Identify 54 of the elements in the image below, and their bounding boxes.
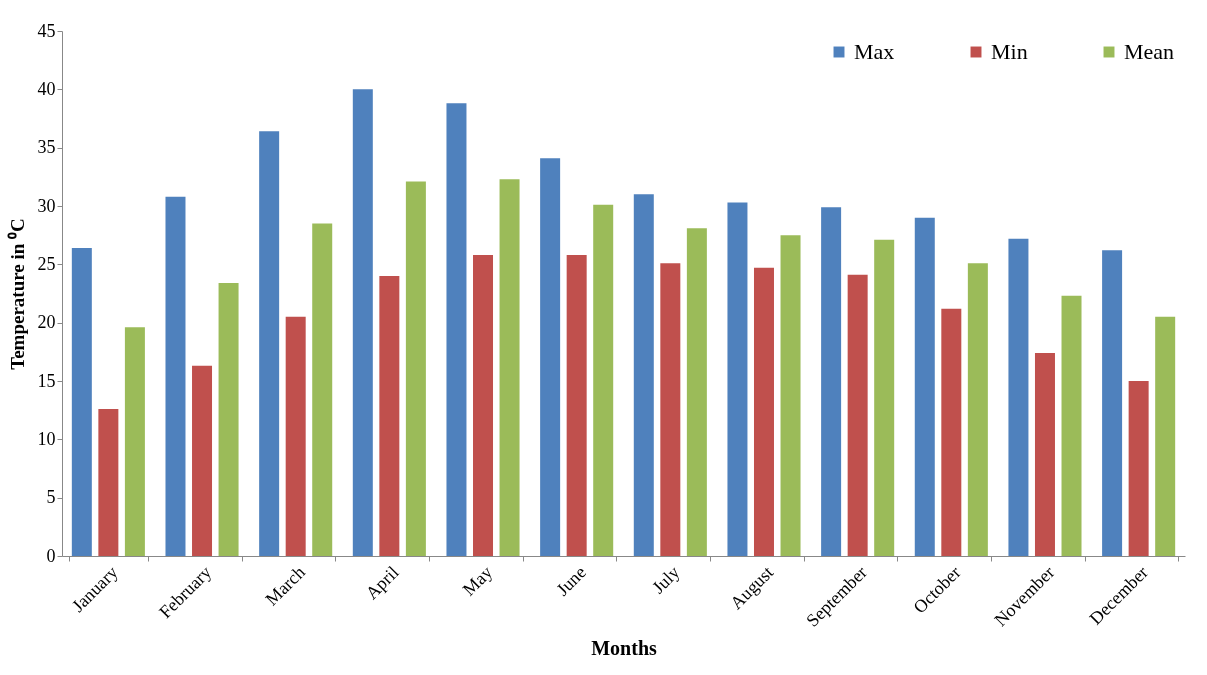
bar bbox=[218, 283, 239, 556]
bar bbox=[1061, 295, 1082, 556]
legend-label: Mean bbox=[1124, 39, 1175, 64]
x-tick-label: May bbox=[458, 562, 497, 600]
bar bbox=[352, 89, 373, 556]
bar bbox=[259, 131, 280, 556]
bar bbox=[753, 267, 774, 556]
bar bbox=[98, 409, 119, 556]
x-tick-label: June bbox=[552, 562, 590, 600]
bar bbox=[165, 196, 186, 556]
bar bbox=[124, 327, 145, 556]
bar bbox=[192, 365, 213, 556]
bar bbox=[312, 223, 333, 556]
bar bbox=[1008, 238, 1029, 556]
bar bbox=[686, 228, 707, 556]
bar bbox=[1102, 250, 1123, 556]
bar bbox=[1034, 353, 1055, 556]
bar bbox=[71, 248, 92, 556]
bar bbox=[285, 316, 306, 556]
bar bbox=[499, 179, 520, 556]
legend-label: Max bbox=[854, 39, 895, 64]
bar bbox=[914, 217, 935, 556]
y-axis-title: Temperature in ⁰C bbox=[6, 218, 28, 370]
bar bbox=[1128, 381, 1149, 556]
bar bbox=[405, 181, 426, 556]
y-tick-label: 30 bbox=[37, 195, 56, 216]
bar bbox=[473, 255, 494, 556]
bar bbox=[633, 194, 654, 556]
bar bbox=[446, 103, 467, 556]
y-tick-label: 20 bbox=[37, 312, 56, 333]
y-tick-label: 35 bbox=[37, 137, 56, 158]
bar bbox=[379, 276, 400, 556]
bar bbox=[540, 158, 561, 556]
x-tick-label: July bbox=[648, 562, 684, 598]
y-tick-label: 25 bbox=[37, 253, 56, 274]
y-tick-label: 40 bbox=[37, 78, 56, 99]
bar bbox=[780, 235, 801, 556]
y-tick-label: 5 bbox=[46, 487, 56, 508]
y-tick-label: 0 bbox=[46, 545, 56, 566]
y-tick-label: 10 bbox=[37, 428, 56, 449]
legend-label: Min bbox=[991, 39, 1028, 64]
bar bbox=[874, 239, 895, 556]
bar bbox=[941, 308, 962, 556]
y-tick-label: 45 bbox=[37, 20, 56, 41]
bar bbox=[1155, 316, 1176, 556]
bar bbox=[967, 263, 988, 556]
bar bbox=[660, 263, 681, 556]
bar bbox=[566, 255, 587, 556]
bar bbox=[727, 202, 748, 556]
bar bbox=[821, 207, 842, 556]
y-tick-label: 15 bbox=[37, 370, 56, 391]
x-axis-title: Months bbox=[591, 636, 657, 659]
bar bbox=[847, 274, 868, 556]
bar bbox=[593, 204, 614, 556]
